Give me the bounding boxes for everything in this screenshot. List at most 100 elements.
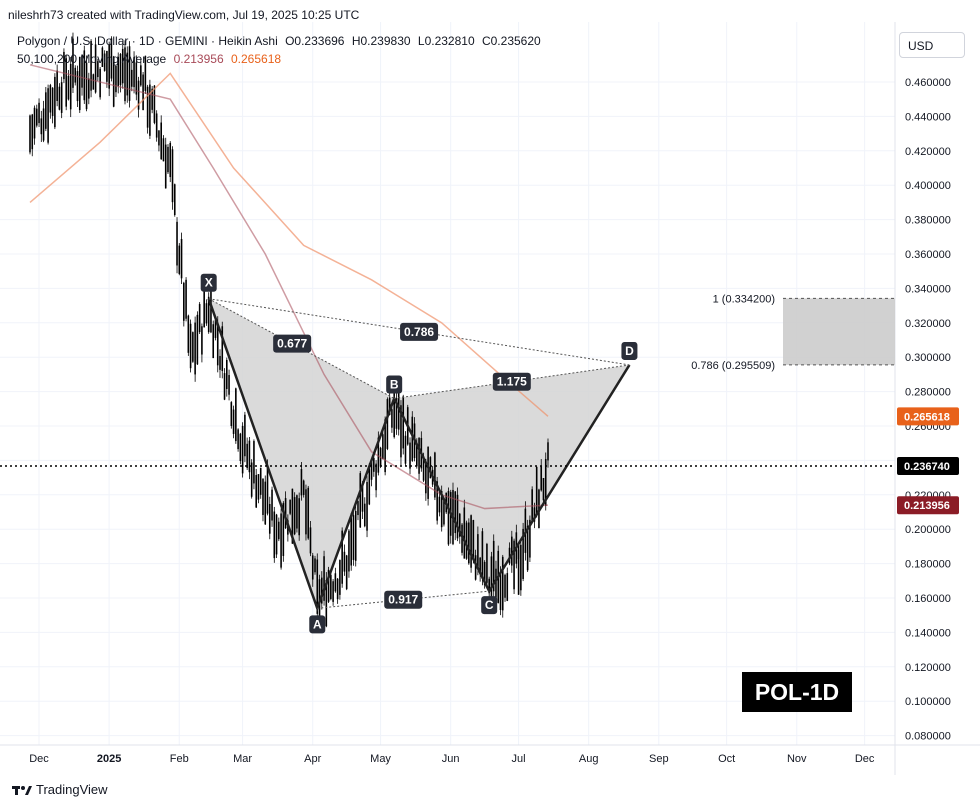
candle-body — [128, 46, 131, 101]
candle-body — [205, 303, 208, 324]
candle-body — [472, 520, 475, 559]
y-tick-label: 0.440000 — [905, 111, 951, 123]
candle-body — [330, 574, 332, 599]
candle-body — [350, 515, 353, 566]
candle-body — [499, 572, 502, 611]
byline: nileshrh73 created with TradingView.com,… — [8, 8, 360, 22]
candle-body — [388, 397, 391, 415]
candle-body — [348, 530, 350, 572]
candle-body — [357, 501, 359, 516]
moving-averages — [29, 64, 549, 510]
candle-body — [391, 409, 393, 428]
candle-body — [29, 115, 31, 153]
ratio-label: 0.917 — [388, 593, 418, 607]
candle-body — [368, 468, 371, 505]
time-axis[interactable]: Dec 2025 Feb Mar Apr May Jun Jul Aug Sep Oct Nov Dec — [29, 753, 875, 765]
point-label-d: D — [625, 344, 634, 358]
candle-body — [235, 388, 237, 442]
candle-body — [343, 551, 346, 572]
candle-body — [63, 51, 65, 80]
candle-body — [140, 65, 142, 86]
candle-body — [221, 326, 224, 372]
candle-body — [239, 433, 242, 462]
candle-body — [78, 56, 81, 111]
candle-body — [373, 457, 375, 472]
low-value: L0.232810 — [417, 34, 475, 48]
tradingview-logo[interactable]: TradingView — [12, 782, 108, 797]
y-tick-label: 0.160000 — [905, 593, 951, 605]
candle-body — [151, 88, 153, 110]
candle-body — [386, 399, 389, 449]
ma-legend[interactable]: 50,100,200 Moving Average 0.213956 0.265… — [17, 52, 281, 66]
candle-body — [278, 521, 280, 540]
candle-body — [544, 458, 547, 506]
candle-body — [354, 510, 357, 561]
candle-body — [241, 425, 244, 474]
candle-body — [416, 444, 418, 467]
candle-body — [375, 463, 377, 491]
candle-body — [547, 442, 549, 461]
candle-body — [529, 519, 531, 558]
point-label-b-bg — [386, 375, 403, 394]
candle-body — [284, 498, 287, 529]
ma-legend-label: 50,100,200 Moving Average — [17, 52, 167, 66]
candle-body — [282, 503, 285, 556]
candle-body — [248, 440, 251, 473]
candle-body — [314, 558, 316, 573]
candle-body — [402, 396, 405, 449]
candle-body — [230, 402, 233, 427]
candle-body — [363, 503, 366, 527]
y-tick-label: 0.280000 — [905, 387, 951, 399]
ratio-label: 1.175 — [497, 375, 527, 389]
candle-body — [271, 489, 273, 521]
candle-body — [67, 75, 70, 100]
ma-slow-line — [29, 72, 549, 417]
point-label-a-bg — [309, 615, 326, 634]
candle-body — [490, 556, 493, 605]
price-axis[interactable]: 0.460000 0.440000 0.420000 0.400000 0.380000… — [897, 77, 959, 743]
y-tick-label: 0.380000 — [905, 215, 951, 227]
candle-body — [501, 556, 504, 611]
candle-body — [31, 114, 34, 150]
candle-body — [366, 482, 368, 531]
candle-body — [465, 522, 468, 559]
symbol-legend[interactable]: Polygon / U.S. Dollar · 1D · GEMINI · He… — [17, 34, 541, 48]
candle-body — [438, 496, 441, 513]
candle-body — [207, 296, 210, 333]
candle-body — [153, 85, 156, 123]
candle-body — [178, 245, 181, 274]
candle-body — [85, 62, 88, 110]
candle-body — [443, 500, 445, 525]
ratio-label: 0.786 — [404, 325, 434, 339]
candle-body — [506, 573, 509, 601]
candle-body — [323, 556, 325, 601]
candle-body — [189, 323, 192, 369]
candle-body — [158, 130, 160, 146]
candle-body — [223, 373, 226, 400]
point-label-a: A — [313, 617, 322, 631]
candle-body — [275, 514, 278, 555]
fib-level-label: 0.786 (0.295509) — [691, 360, 775, 372]
candle-body — [504, 574, 506, 598]
candle-body — [307, 487, 310, 539]
candle-body — [160, 122, 162, 160]
current-price-badge-bg — [897, 457, 959, 476]
candle-body — [237, 429, 239, 450]
y-tick-label: 0.340000 — [905, 283, 951, 295]
candle-body — [266, 466, 269, 514]
candle-body — [56, 70, 58, 102]
candle-body — [325, 579, 328, 627]
candle-body — [250, 462, 253, 497]
candle-body — [119, 53, 122, 86]
candle-body — [425, 462, 427, 494]
x-tick-label: Dec — [855, 753, 875, 765]
ratio-label-bg — [400, 322, 439, 341]
currency-button[interactable]: USD — [899, 32, 965, 58]
candle-body — [327, 569, 330, 602]
candle-body — [171, 149, 174, 203]
ma-fast-badge-bg — [897, 496, 959, 515]
x-tick-label: Oct — [718, 753, 735, 765]
candle-body — [341, 530, 343, 584]
y-tick-label: 0.120000 — [905, 662, 951, 674]
